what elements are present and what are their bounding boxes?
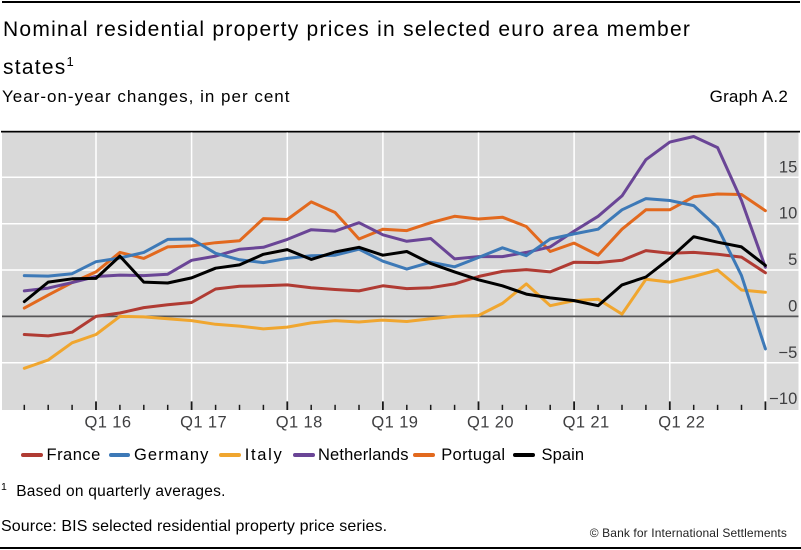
svg-text:15: 15 — [779, 158, 798, 176]
svg-text:10: 10 — [779, 205, 798, 223]
svg-text:Q1 18: Q1 18 — [276, 414, 323, 432]
svg-text:Q1 16: Q1 16 — [85, 414, 132, 432]
svg-text:5: 5 — [788, 251, 797, 269]
svg-text:Q1 22: Q1 22 — [658, 414, 705, 432]
svg-text:Q1 21: Q1 21 — [563, 414, 610, 432]
svg-text:Q1 20: Q1 20 — [467, 414, 514, 432]
svg-text:Q1 17: Q1 17 — [180, 414, 227, 432]
svg-text:0: 0 — [788, 297, 797, 315]
svg-text:Q1 19: Q1 19 — [371, 414, 418, 432]
svg-text:−10: −10 — [769, 390, 797, 408]
svg-text:−5: −5 — [778, 344, 797, 362]
